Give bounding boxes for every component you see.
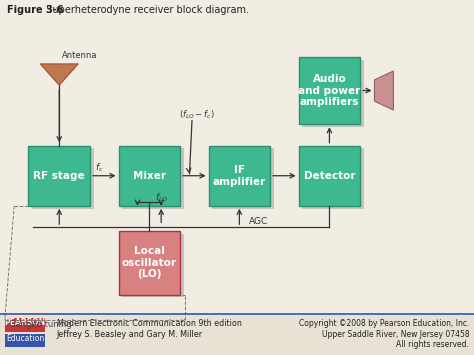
FancyBboxPatch shape [5,318,45,332]
Text: PEARSON: PEARSON [5,318,46,327]
Text: Antenna: Antenna [62,51,97,60]
Text: RF stage: RF stage [34,171,85,181]
Polygon shape [374,71,393,110]
Text: $(f_{LO}-f_c)$: $(f_{LO}-f_c)$ [179,108,215,121]
FancyBboxPatch shape [299,146,360,206]
Text: $f_c$: $f_c$ [95,162,103,174]
Text: Education: Education [6,334,44,343]
FancyBboxPatch shape [118,231,180,295]
FancyBboxPatch shape [302,148,364,209]
Text: IF
amplifier: IF amplifier [213,165,266,186]
FancyBboxPatch shape [5,334,45,347]
Text: Copyright ©2008 by Pearson Education, Inc.
Upper Saddle River, New Jersey 07458
: Copyright ©2008 by Pearson Education, In… [299,320,469,349]
Text: Audio
and power
amplifiers: Audio and power amplifiers [298,74,361,107]
Text: Detector: Detector [304,171,355,181]
Text: $f_{LO}$: $f_{LO}$ [155,192,168,204]
FancyBboxPatch shape [209,146,270,206]
FancyBboxPatch shape [28,146,90,206]
FancyBboxPatch shape [122,234,184,297]
FancyBboxPatch shape [212,148,274,209]
Text: Local
oscillator
(LO): Local oscillator (LO) [122,246,177,279]
FancyBboxPatch shape [32,148,94,209]
Text: Ganged tuning: Ganged tuning [9,320,72,329]
Polygon shape [40,64,78,85]
Text: Superheterodyne receiver block diagram.: Superheterodyne receiver block diagram. [40,5,249,15]
Text: Modern Electronic Communication 9th edition
Jeffrey S. Beasley and Gary M. Mille: Modern Electronic Communication 9th edit… [57,320,242,339]
FancyBboxPatch shape [302,60,364,127]
Text: AGC: AGC [249,217,268,226]
FancyBboxPatch shape [118,146,180,206]
FancyBboxPatch shape [0,315,474,355]
FancyBboxPatch shape [299,57,360,124]
Text: Figure 3-6: Figure 3-6 [7,5,64,15]
FancyBboxPatch shape [122,148,184,209]
Text: Mixer: Mixer [133,171,166,181]
